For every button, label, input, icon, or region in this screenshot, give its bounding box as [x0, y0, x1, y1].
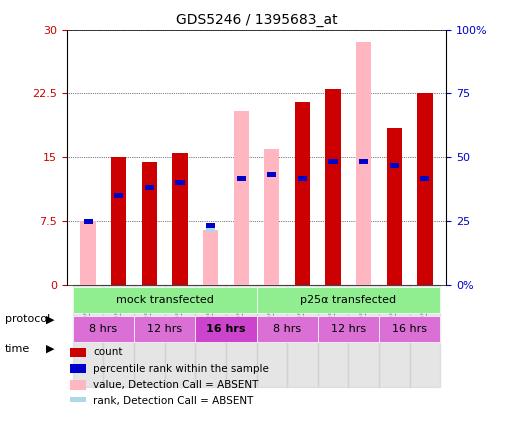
Bar — [387, 128, 402, 285]
Text: 16 hrs: 16 hrs — [206, 324, 246, 334]
Bar — [134, 285, 165, 387]
Title: GDS5246 / 1395683_at: GDS5246 / 1395683_at — [175, 13, 338, 27]
FancyBboxPatch shape — [195, 316, 256, 342]
Bar — [256, 285, 287, 387]
Text: 12 hrs: 12 hrs — [147, 324, 182, 334]
Bar — [226, 285, 256, 387]
Text: mock transfected: mock transfected — [116, 295, 213, 305]
Bar — [165, 285, 195, 387]
Text: count: count — [93, 347, 123, 357]
Bar — [70, 397, 86, 406]
Bar — [172, 153, 188, 285]
Bar — [417, 93, 432, 285]
Bar — [287, 285, 318, 387]
Bar — [203, 230, 218, 285]
Text: ▶: ▶ — [46, 344, 55, 354]
FancyBboxPatch shape — [318, 316, 379, 342]
Bar — [356, 42, 371, 285]
Bar — [70, 348, 86, 357]
Bar — [206, 223, 215, 228]
Bar — [175, 180, 185, 185]
FancyBboxPatch shape — [73, 316, 134, 342]
Bar — [84, 219, 93, 224]
Text: 16 hrs: 16 hrs — [392, 324, 427, 334]
Bar — [318, 285, 348, 387]
Bar — [73, 285, 104, 387]
Bar — [70, 380, 86, 390]
FancyBboxPatch shape — [256, 316, 318, 342]
Text: percentile rank within the sample: percentile rank within the sample — [93, 363, 269, 374]
Bar — [267, 172, 277, 177]
FancyBboxPatch shape — [73, 286, 256, 313]
Bar — [104, 285, 134, 387]
Bar — [390, 163, 399, 168]
Text: rank, Detection Call = ABSENT: rank, Detection Call = ABSENT — [93, 396, 253, 406]
FancyBboxPatch shape — [256, 286, 440, 313]
Bar — [298, 176, 307, 181]
Bar — [267, 172, 277, 177]
Bar — [195, 285, 226, 387]
Text: p25α transfected: p25α transfected — [300, 295, 397, 305]
Text: 8 hrs: 8 hrs — [273, 324, 301, 334]
Bar — [379, 285, 409, 387]
Bar — [295, 102, 310, 285]
Bar — [325, 89, 341, 285]
Bar — [359, 159, 368, 164]
Text: time: time — [5, 344, 30, 354]
Text: protocol: protocol — [5, 314, 50, 324]
Bar — [206, 227, 215, 232]
Text: ▶: ▶ — [46, 314, 55, 324]
Bar — [359, 159, 368, 164]
Bar — [114, 193, 123, 198]
Bar — [236, 176, 246, 181]
Bar — [348, 285, 379, 387]
Text: value, Detection Call = ABSENT: value, Detection Call = ABSENT — [93, 380, 259, 390]
FancyBboxPatch shape — [379, 316, 440, 342]
Text: 12 hrs: 12 hrs — [331, 324, 366, 334]
Text: 8 hrs: 8 hrs — [89, 324, 117, 334]
Bar — [84, 219, 93, 224]
Bar — [328, 159, 338, 164]
FancyBboxPatch shape — [134, 316, 195, 342]
Bar — [264, 149, 280, 285]
Bar — [420, 176, 429, 181]
Bar — [111, 157, 126, 285]
Bar — [145, 184, 154, 190]
Bar — [81, 221, 96, 285]
Bar — [409, 285, 440, 387]
Bar — [70, 364, 86, 373]
Bar — [233, 110, 249, 285]
Bar — [142, 162, 157, 285]
Bar — [236, 176, 246, 181]
